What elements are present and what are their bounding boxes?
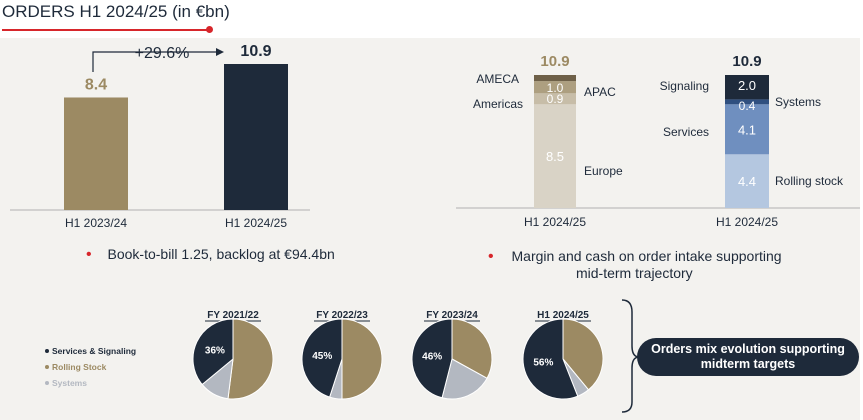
pie-slice-services-signaling	[192, 318, 234, 386]
segment-value-label: 4.4	[738, 174, 756, 189]
callout-badge: Orders mix evolution supporting midterm …	[637, 338, 859, 376]
pie-title: H1 2024/25	[537, 310, 589, 321]
bullet-right-text-1: Margin and cash on order intake supporti…	[511, 248, 782, 264]
bar-h1-2024-25	[224, 64, 288, 210]
segment-value-label: 8.5	[546, 149, 564, 164]
title-underline	[2, 29, 210, 31]
legend-systems: Systems	[52, 378, 87, 388]
x-tick-label: H1 2024/25	[524, 215, 586, 229]
callout-line-1: Orders mix evolution supporting	[651, 342, 845, 356]
series-label-signaling: Signaling	[660, 79, 709, 93]
x-tick-label: H1 2023/24	[65, 216, 127, 230]
pie-slice-rolling-stock	[227, 318, 274, 400]
pie-value-label: 56%	[533, 358, 553, 369]
pies-bracket	[621, 299, 639, 413]
pie-slice-rolling-stock	[562, 318, 604, 391]
legend-rolling-stock: Rolling Stock	[52, 362, 107, 372]
growth-label: +29.6%	[135, 45, 190, 62]
title-underline-dot	[206, 26, 213, 33]
series-label-rolling-stock: Rolling stock	[775, 174, 844, 188]
series-label-americas: Americas	[473, 97, 523, 111]
pie-value-label: 45%	[312, 351, 332, 362]
stack-segment-apac	[534, 81, 576, 94]
series-label-apac: APAC	[584, 85, 616, 99]
bullet-right-line2: mid-term trajectory	[576, 265, 693, 281]
bullet-right-text-2: mid-term trajectory	[576, 265, 693, 281]
pie-slice-systems	[441, 358, 488, 400]
x-tick-label: H1 2024/25	[225, 216, 287, 230]
bar-value-label: 8.4	[85, 76, 107, 93]
pie-title: FY 2021/22	[207, 310, 259, 321]
pie-slice-rolling-stock	[451, 318, 493, 379]
stack-segment-americas	[534, 93, 576, 105]
x-tick-label: H1 2024/25	[716, 215, 778, 229]
legend-dot-systems	[45, 381, 49, 385]
growth-arrow	[92, 51, 218, 72]
legend-dot-services-signaling	[45, 349, 49, 353]
stack-total-label: 10.9	[540, 53, 569, 70]
pie-title: FY 2023/24	[426, 310, 478, 321]
segment-value-label: 0.9	[547, 92, 564, 106]
stack-segment-ameca	[534, 75, 576, 82]
pie-slice-rolling-stock	[341, 318, 383, 400]
legend-services-signaling: Services & Signaling	[52, 346, 136, 356]
bar-value-label: 10.9	[240, 43, 271, 60]
bullet-left: • Book-to-bill 1.25, backlog at €94.4bn	[86, 246, 335, 264]
stack-segment-rolling-stock	[725, 154, 769, 208]
stack-segment-systems	[725, 99, 769, 105]
legend-dot-rolling-stock	[45, 365, 49, 369]
series-label-europe: Europe	[584, 164, 623, 178]
pie-slice-services-signaling	[522, 318, 579, 400]
pie-slice-services-signaling	[301, 318, 343, 398]
series-label-ameca: AMECA	[476, 72, 519, 86]
pie-value-label: 36%	[205, 345, 225, 356]
pie-slice-services-signaling	[411, 318, 453, 399]
growth-arrow-head	[216, 48, 224, 56]
stack-total-label: 10.9	[732, 53, 761, 70]
bullet-dot: •	[488, 248, 494, 265]
callout-line-2: midterm targets	[700, 357, 796, 371]
bullet-left-text: Book-to-bill 1.25, backlog at €94.4bn	[107, 246, 335, 262]
segment-value-label: 1.0	[547, 81, 564, 95]
segment-value-label: 4.1	[738, 122, 756, 137]
bullet-dot: •	[86, 246, 92, 263]
stack-segment-signaling	[725, 75, 769, 100]
segment-value-label: 0.4	[739, 99, 756, 113]
stack-segment-europe	[534, 104, 576, 208]
bullet-right: • Margin and cash on order intake suppor…	[488, 248, 782, 266]
series-label-systems: Systems	[775, 95, 821, 109]
pie-title: FY 2022/23	[316, 310, 368, 321]
stack-segment-services	[725, 104, 769, 155]
pie-value-label: 46%	[422, 351, 442, 362]
series-label-services: Services	[663, 125, 709, 139]
page-title: ORDERS H1 2024/25 (in €bn)	[2, 2, 230, 21]
segment-value-label: 2.0	[738, 78, 756, 93]
bar-h1-2023-24	[64, 97, 128, 210]
